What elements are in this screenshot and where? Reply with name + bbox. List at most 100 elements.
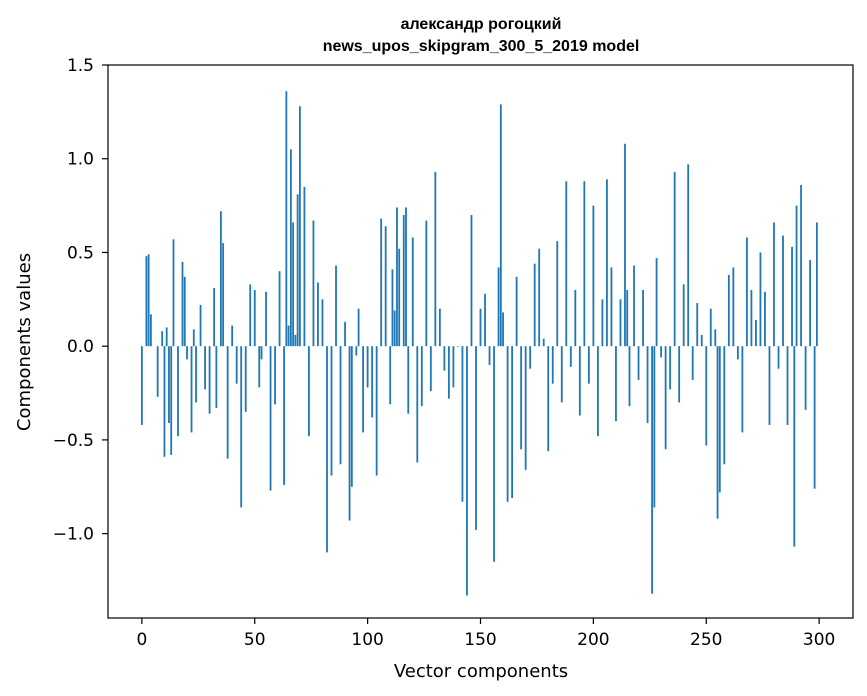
bar (502, 312, 504, 347)
x-tick-label: 150 (464, 630, 496, 650)
bar (755, 319, 757, 347)
bar (574, 289, 577, 347)
bar (637, 346, 640, 380)
bar (520, 346, 523, 450)
bar (375, 346, 378, 476)
bar (208, 346, 211, 414)
bar (308, 346, 310, 437)
bar (709, 308, 712, 347)
bar (542, 338, 545, 347)
bar (759, 252, 762, 347)
x-axis-ticks: 0 50 100 150 200 250 300 (136, 618, 835, 650)
bar (330, 346, 333, 476)
bar (791, 246, 793, 347)
bar (488, 346, 491, 365)
bar (402, 214, 405, 347)
bar (213, 288, 216, 347)
bar (727, 274, 730, 347)
bar (215, 346, 218, 409)
x-tick-label: 50 (244, 630, 266, 650)
bar (583, 181, 586, 347)
y-tick-label: 1.0 (67, 150, 94, 170)
bar (736, 346, 739, 360)
bar (669, 346, 672, 390)
bar (287, 325, 290, 347)
bar (195, 346, 197, 403)
bar (651, 346, 653, 594)
bar (705, 346, 708, 446)
bar (493, 346, 495, 562)
y-tick-label: −1.0 (53, 525, 94, 545)
bar (425, 220, 428, 347)
bar (626, 289, 629, 347)
bar (168, 346, 170, 424)
bar (170, 346, 173, 455)
y-tick-label: 1.5 (67, 56, 94, 76)
bar (533, 263, 536, 347)
bar (380, 218, 383, 347)
bar (786, 346, 789, 425)
bar (226, 346, 229, 459)
bar (723, 346, 726, 465)
bar (655, 258, 658, 347)
bar (782, 235, 784, 347)
y-tick-label: 0.0 (67, 337, 94, 357)
bar (235, 346, 238, 384)
bar (447, 346, 450, 399)
bar (240, 346, 243, 508)
bar (610, 267, 613, 347)
bar (312, 220, 315, 347)
y-axis-label: Components values (14, 253, 35, 431)
bar (646, 346, 649, 424)
x-tick-label: 300 (803, 630, 835, 650)
bar (391, 269, 394, 347)
bar (172, 239, 175, 347)
bar (624, 143, 626, 347)
y-axis-ticks: −1.0 −0.5 0.0 0.5 1.0 1.5 (53, 56, 108, 545)
bar (278, 271, 281, 347)
bar (371, 346, 374, 418)
bar (384, 226, 387, 347)
bar (653, 346, 656, 508)
bar (804, 346, 807, 410)
bar (764, 291, 766, 347)
bar (249, 284, 252, 347)
bar (642, 289, 644, 347)
bar (265, 291, 267, 347)
bar (615, 346, 617, 422)
bar (714, 329, 717, 347)
bar (515, 276, 518, 347)
chart-title: александр рогоцкий (401, 16, 562, 33)
bar (551, 346, 554, 384)
bar (619, 299, 622, 347)
bar (350, 346, 353, 487)
bar (326, 346, 328, 553)
bar (366, 346, 369, 388)
bar (253, 289, 256, 347)
bar (163, 346, 166, 457)
bar (204, 346, 206, 390)
bar (484, 293, 486, 347)
y-tick-label: −0.5 (53, 431, 94, 451)
bar (678, 346, 681, 403)
bar (560, 346, 563, 403)
bar (628, 346, 631, 407)
x-tick-label: 100 (351, 630, 383, 650)
bar (673, 171, 676, 347)
bar (800, 184, 802, 347)
bar (547, 346, 550, 452)
bar (274, 346, 276, 405)
bar (292, 222, 295, 347)
bar (569, 346, 572, 367)
bar (258, 346, 261, 388)
bar (147, 254, 150, 347)
bar (181, 261, 184, 347)
bar (393, 310, 396, 347)
bar (396, 207, 398, 347)
bar (660, 346, 663, 358)
bar (177, 346, 179, 437)
bar (470, 214, 473, 347)
bar (511, 346, 514, 499)
bar (700, 334, 703, 347)
bar (529, 346, 532, 369)
